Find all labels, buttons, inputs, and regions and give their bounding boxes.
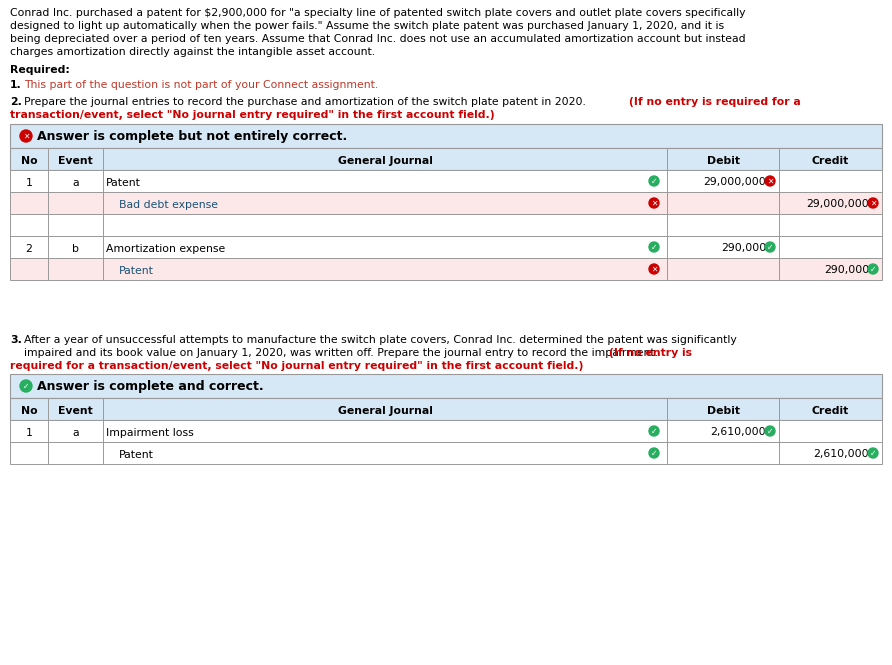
Circle shape bbox=[868, 448, 878, 458]
Circle shape bbox=[649, 242, 659, 252]
FancyBboxPatch shape bbox=[10, 192, 882, 214]
Text: charges amortization directly against the intangible asset account.: charges amortization directly against th… bbox=[10, 47, 376, 57]
Text: No: No bbox=[21, 156, 37, 166]
Text: Answer is complete and correct.: Answer is complete and correct. bbox=[37, 380, 264, 393]
Text: Patent: Patent bbox=[119, 450, 154, 460]
FancyBboxPatch shape bbox=[10, 374, 882, 398]
Circle shape bbox=[649, 426, 659, 436]
Text: 2,610,000: 2,610,000 bbox=[710, 428, 766, 438]
Text: 1.: 1. bbox=[10, 80, 21, 90]
Text: ✓: ✓ bbox=[870, 265, 876, 273]
Text: ✕: ✕ bbox=[870, 198, 876, 207]
Text: ✓: ✓ bbox=[651, 448, 657, 458]
Text: 1: 1 bbox=[26, 178, 32, 188]
Text: 2,610,000: 2,610,000 bbox=[814, 450, 869, 460]
Circle shape bbox=[765, 176, 775, 186]
Text: Event: Event bbox=[58, 156, 93, 166]
Text: Debit: Debit bbox=[706, 406, 739, 416]
Text: Required:: Required: bbox=[10, 65, 70, 75]
Text: Credit: Credit bbox=[812, 156, 849, 166]
Text: transaction/event, select "No journal entry required" in the first account field: transaction/event, select "No journal en… bbox=[10, 110, 495, 120]
Text: (If no entry is: (If no entry is bbox=[609, 348, 692, 358]
Text: General Journal: General Journal bbox=[337, 406, 433, 416]
Text: Debit: Debit bbox=[706, 156, 739, 166]
Text: ✓: ✓ bbox=[870, 448, 876, 458]
Text: impaired and its book value on January 1, 2020, was written off. Prepare the jou: impaired and its book value on January 1… bbox=[24, 348, 658, 358]
FancyBboxPatch shape bbox=[10, 420, 882, 442]
Text: Amortization expense: Amortization expense bbox=[106, 243, 226, 253]
FancyBboxPatch shape bbox=[10, 124, 882, 148]
Circle shape bbox=[20, 380, 32, 392]
Text: ✕: ✕ bbox=[23, 132, 29, 140]
Text: General Journal: General Journal bbox=[337, 156, 433, 166]
Circle shape bbox=[649, 198, 659, 208]
Text: Patent: Patent bbox=[106, 178, 141, 188]
Text: 2.: 2. bbox=[10, 97, 22, 107]
Text: required for a transaction/event, select "No journal entry required" in the firs: required for a transaction/event, select… bbox=[10, 361, 583, 371]
Text: ✕: ✕ bbox=[651, 198, 657, 207]
Text: being depreciated over a period of ten years. Assume that Conrad Inc. does not u: being depreciated over a period of ten y… bbox=[10, 34, 746, 44]
Circle shape bbox=[765, 242, 775, 252]
Text: Credit: Credit bbox=[812, 406, 849, 416]
FancyBboxPatch shape bbox=[10, 214, 882, 236]
Text: 3.: 3. bbox=[10, 335, 22, 345]
FancyBboxPatch shape bbox=[10, 398, 882, 420]
Text: 2: 2 bbox=[26, 243, 32, 253]
Text: ✕: ✕ bbox=[767, 176, 773, 186]
Text: After a year of unsuccessful attempts to manufacture the switch plate covers, Co: After a year of unsuccessful attempts to… bbox=[24, 335, 737, 345]
Text: designed to light up automatically when the power fails." Assume the switch plat: designed to light up automatically when … bbox=[10, 21, 724, 31]
Text: Prepare the journal entries to record the purchase and amortization of the switc: Prepare the journal entries to record th… bbox=[24, 97, 590, 107]
Text: This part of the question is not part of your Connect assignment.: This part of the question is not part of… bbox=[24, 80, 378, 90]
Circle shape bbox=[649, 264, 659, 274]
Text: 29,000,000: 29,000,000 bbox=[703, 178, 766, 188]
Text: 290,000: 290,000 bbox=[823, 265, 869, 275]
Text: ✕: ✕ bbox=[651, 265, 657, 273]
Circle shape bbox=[649, 448, 659, 458]
Text: Event: Event bbox=[58, 406, 93, 416]
Text: No: No bbox=[21, 406, 37, 416]
Text: ✓: ✓ bbox=[651, 176, 657, 186]
Text: Patent: Patent bbox=[119, 265, 154, 275]
FancyBboxPatch shape bbox=[10, 442, 882, 464]
Text: (If no entry is required for a: (If no entry is required for a bbox=[629, 97, 801, 107]
Text: ✓: ✓ bbox=[651, 243, 657, 251]
Text: ✓: ✓ bbox=[767, 426, 773, 436]
Text: Bad debt expense: Bad debt expense bbox=[119, 200, 218, 209]
Text: 1: 1 bbox=[26, 428, 32, 438]
Circle shape bbox=[868, 264, 878, 274]
Circle shape bbox=[649, 176, 659, 186]
Text: 290,000: 290,000 bbox=[721, 243, 766, 253]
Text: a: a bbox=[72, 428, 78, 438]
Text: Impairment loss: Impairment loss bbox=[106, 428, 194, 438]
Text: ✓: ✓ bbox=[767, 243, 773, 251]
Text: a: a bbox=[72, 178, 78, 188]
Circle shape bbox=[868, 198, 878, 208]
Text: ✓: ✓ bbox=[651, 426, 657, 436]
Text: ✓: ✓ bbox=[23, 382, 29, 390]
Text: Conrad Inc. purchased a patent for $2,900,000 for "a specialty line of patented : Conrad Inc. purchased a patent for $2,90… bbox=[10, 8, 746, 18]
FancyBboxPatch shape bbox=[10, 170, 882, 192]
Text: Answer is complete but not entirely correct.: Answer is complete but not entirely corr… bbox=[37, 130, 347, 143]
FancyBboxPatch shape bbox=[10, 236, 882, 258]
FancyBboxPatch shape bbox=[10, 148, 882, 170]
Text: b: b bbox=[72, 243, 79, 253]
Circle shape bbox=[20, 130, 32, 142]
Text: 29,000,000: 29,000,000 bbox=[806, 200, 869, 209]
FancyBboxPatch shape bbox=[10, 258, 882, 280]
Circle shape bbox=[765, 426, 775, 436]
